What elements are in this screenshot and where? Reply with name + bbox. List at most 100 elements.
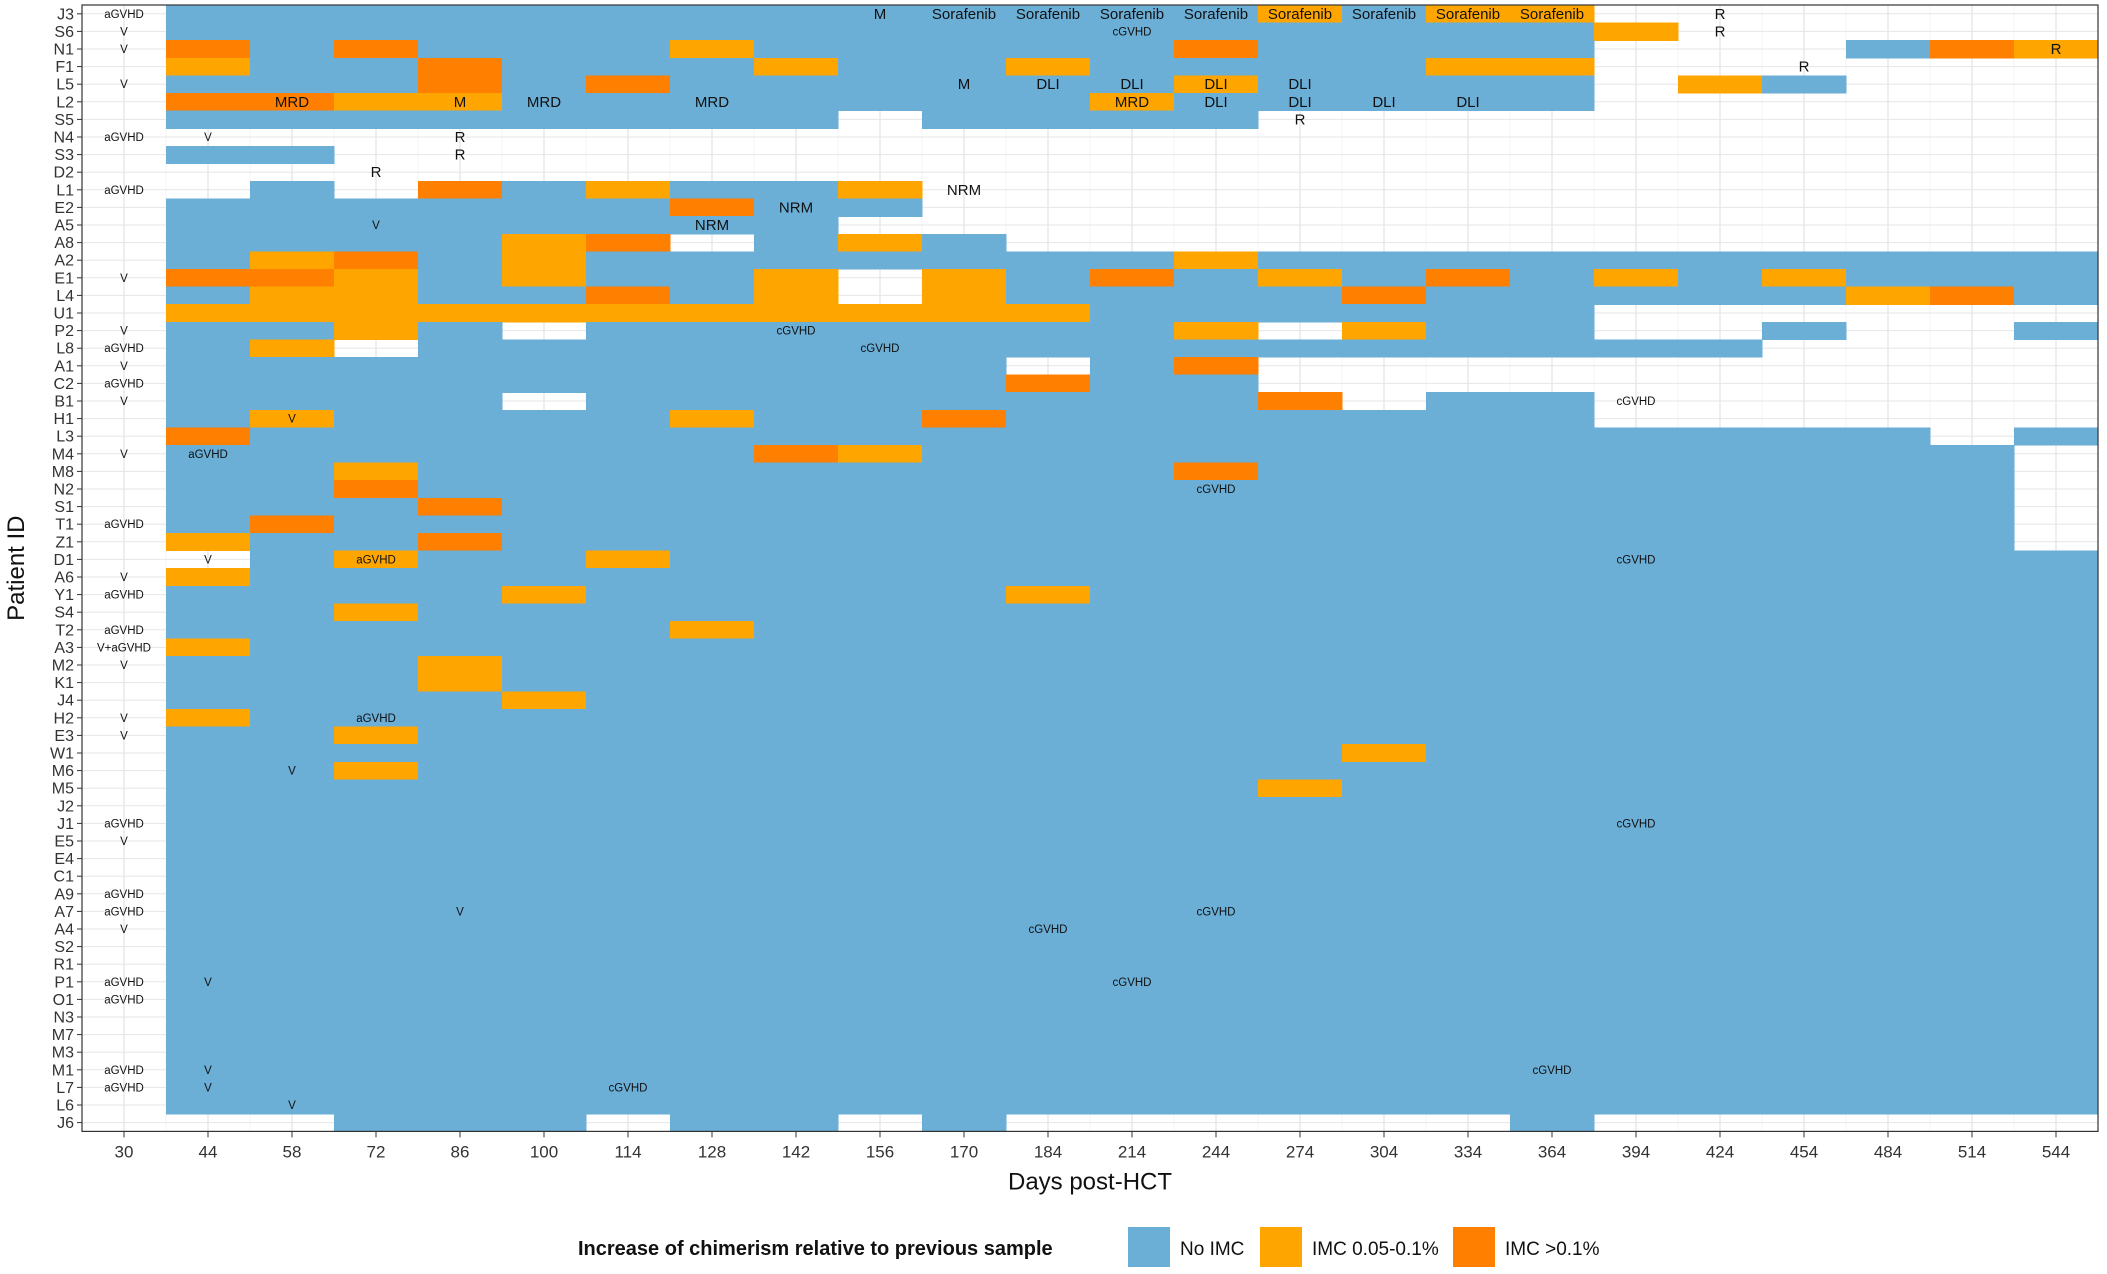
- x-tick-label-86: 86: [451, 1142, 470, 1161]
- heatmap-cell-m7-day-304: [1342, 1025, 1427, 1044]
- heatmap-cell-e1-day-86: [418, 269, 503, 288]
- heatmap-cell-t2-day-334: [1426, 621, 1511, 640]
- heatmap-cell-z1-day-304: [1342, 533, 1427, 552]
- heatmap-cell-c1-day-304: [1342, 867, 1427, 886]
- annotation-j3-364-sorafenib: Sorafenib: [1520, 6, 1584, 23]
- heatmap-cell-c2-day-72: [334, 374, 419, 393]
- heatmap-cell-y1-day-170: [922, 585, 1007, 604]
- heatmap-cell-l4-day-142: [754, 286, 839, 305]
- heatmap-cell-f1-day-170: [922, 57, 1007, 76]
- heatmap-cell-n1-day-364: [1510, 40, 1595, 59]
- heatmap-cell-l6-day-304: [1342, 1096, 1427, 1115]
- annotation-s6-424-r: R: [1715, 23, 1726, 40]
- heatmap-cell-s5-day-244: [1174, 110, 1259, 129]
- heatmap-cell-m2-day-58: [250, 656, 335, 675]
- heatmap-cell-m6-day-156: [838, 761, 923, 780]
- heatmap-cell-r1-day-72: [334, 955, 419, 974]
- heatmap-cell-m3-day-334: [1426, 1043, 1511, 1062]
- heatmap-cell-k1-day-142: [754, 673, 839, 692]
- heatmap-cell-s1-day-114: [586, 497, 671, 516]
- annotation-l2-58-mrd: MRD: [275, 94, 309, 111]
- heatmap-cell-p1-day-214: [1090, 973, 1175, 992]
- heatmap-cell-c1-day-544: [2014, 867, 2099, 886]
- heatmap-cell-l3-day-170: [922, 427, 1007, 446]
- heatmap-cell-l5-day-170: [922, 75, 1007, 94]
- annotation-l1-30-agvhd: aGVHD: [104, 185, 144, 197]
- heatmap-cell-j3-day-184: [1006, 5, 1091, 24]
- heatmap-cell-j4-day-274: [1258, 691, 1343, 710]
- heatmap-cell-z1-day-184: [1006, 533, 1091, 552]
- heatmap-cell-a6-day-114: [586, 568, 671, 587]
- heatmap-cell-t1-day-484: [1846, 515, 1931, 534]
- heatmap-cell-s6-day-184: [1006, 22, 1091, 41]
- annotation-l2-304-dli: DLI: [1372, 94, 1395, 111]
- heatmap-cell-j3-day-86: [418, 5, 503, 24]
- heatmap-cell-n2-day-484: [1846, 480, 1931, 499]
- heatmap-cell-s1-day-184: [1006, 497, 1091, 516]
- heatmap-cell-s2-day-394: [1594, 937, 1679, 956]
- heatmap-cell-l3-day-424: [1678, 427, 1763, 446]
- heatmap-cell-m1-day-304: [1342, 1061, 1427, 1080]
- heatmap-cell-z1-day-72: [334, 533, 419, 552]
- heatmap-cell-a2-day-170: [922, 251, 1007, 270]
- heatmap-cell-t2-day-142: [754, 621, 839, 640]
- heatmap-cell-h2-day-484: [1846, 709, 1931, 728]
- heatmap-cell-l3-day-86: [418, 427, 503, 446]
- heatmap-cell-l6-day-394: [1594, 1096, 1679, 1115]
- heatmap-cell-s1-day-170: [922, 497, 1007, 516]
- x-tick-label-170: 170: [950, 1142, 978, 1161]
- y-tick-label-b1: B1: [54, 394, 74, 411]
- heatmap-cell-p2-day-58: [250, 321, 335, 340]
- heatmap-cell-c2-day-58: [250, 374, 335, 393]
- heatmap-cell-j4-day-114: [586, 691, 671, 710]
- heatmap-cell-m5-day-156: [838, 779, 923, 798]
- heatmap-cell-a4-day-484: [1846, 920, 1931, 939]
- heatmap-cell-m7-day-86: [418, 1025, 503, 1044]
- cell-annotations: aGVHD M Sorafenib Sorafenib Sorafenib Sorafen…: [97, 6, 2062, 1112]
- heatmap-cell-c1-day-128: [670, 867, 755, 886]
- annotation-j3-170-sorafenib: Sorafenib: [932, 6, 996, 23]
- heatmap-cell-p2-day-44: [166, 321, 251, 340]
- heatmap-cell-l8-day-214: [1090, 339, 1175, 358]
- heatmap-cell-r1-day-86: [418, 955, 503, 974]
- heatmap-cell-k1-day-544: [2014, 673, 2099, 692]
- y-tick-label-w1: W1: [50, 746, 74, 763]
- heatmap-cell-m3-day-170: [922, 1043, 1007, 1062]
- heatmap-cell-w1-day-484: [1846, 744, 1931, 763]
- heatmap-cell-n1-day-114: [586, 40, 671, 59]
- heatmap-cell-s2-day-454: [1762, 937, 1847, 956]
- heatmap-cell-a7-day-394: [1594, 902, 1679, 921]
- heatmap-cell-a8-day-72: [334, 233, 419, 252]
- x-tick-label-214: 214: [1118, 1142, 1146, 1161]
- heatmap-cell-s6-day-156: [838, 22, 923, 41]
- heatmap-cell-l8-day-424: [1678, 339, 1763, 358]
- heatmap-cell-y1-day-394: [1594, 585, 1679, 604]
- heatmap-cell-m8-day-44: [166, 462, 251, 481]
- heatmap-cell-m8-day-184: [1006, 462, 1091, 481]
- heatmap-cell-j1-day-156: [838, 814, 923, 833]
- heatmap-cell-t2-day-114: [586, 621, 671, 640]
- heatmap-cell-o1-day-214: [1090, 990, 1175, 1009]
- heatmap-cell-s1-day-454: [1762, 497, 1847, 516]
- heatmap-cell-m5-day-484: [1846, 779, 1931, 798]
- heatmap-cell-m2-day-244: [1174, 656, 1259, 675]
- heatmap-cell-h1-day-100: [502, 409, 587, 428]
- heatmap-cell-s4-day-304: [1342, 603, 1427, 622]
- annotation-j3-274-sorafenib: Sorafenib: [1268, 6, 1332, 23]
- heatmap-cell-a2-day-514: [1930, 251, 2015, 270]
- heatmap-cell-a6-day-58: [250, 568, 335, 587]
- heatmap-cell-n1-day-334: [1426, 40, 1511, 59]
- heatmap-cell-r1-day-58: [250, 955, 335, 974]
- heatmap-cell-a4-day-114: [586, 920, 671, 939]
- heatmap-cell-a6-day-170: [922, 568, 1007, 587]
- heatmap-cell-e1-day-364: [1510, 269, 1595, 288]
- heatmap-cell-a4-day-394: [1594, 920, 1679, 939]
- heatmap-cell-l4-day-114: [586, 286, 671, 305]
- heatmap-cell-a7-day-214: [1090, 902, 1175, 921]
- heatmap-cell-z1-day-44: [166, 533, 251, 552]
- heatmap-cell-d1-day-128: [670, 550, 755, 569]
- heatmap-cell-e5-day-394: [1594, 832, 1679, 851]
- heatmap-cell-e5-day-274: [1258, 832, 1343, 851]
- annotation-b1-30-v: V: [120, 396, 128, 408]
- heatmap-cell-r1-day-364: [1510, 955, 1595, 974]
